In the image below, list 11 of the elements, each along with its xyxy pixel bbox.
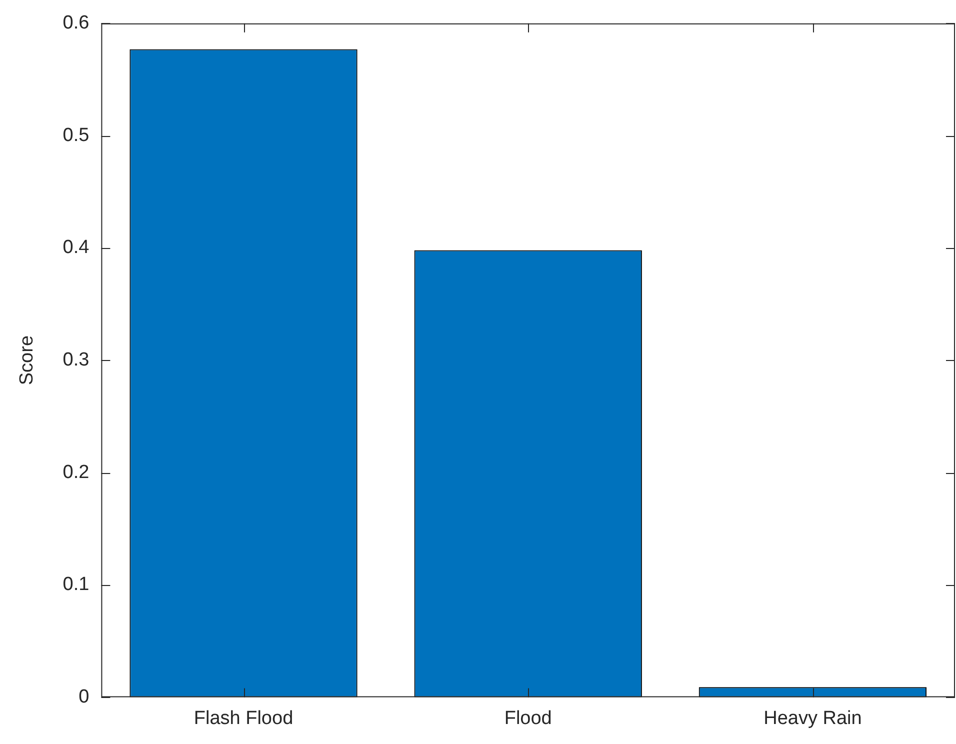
y-tick-label: 0.3 xyxy=(62,350,90,371)
y-tick-label: 0.6 xyxy=(62,12,90,34)
y-tick-label: 0 xyxy=(78,686,90,708)
y-tick-label: 0.4 xyxy=(62,237,90,258)
x-tick-label: Heavy Rain xyxy=(764,708,862,729)
x-tick-label: Flood xyxy=(504,708,552,729)
y-tick-label: 0.5 xyxy=(62,124,90,146)
x-tick-label: Flash Flood xyxy=(194,708,294,729)
y-tick-label: 0.2 xyxy=(62,462,90,483)
y-tick-label: 0.1 xyxy=(62,574,90,596)
y-axis-title: Score xyxy=(16,335,38,386)
